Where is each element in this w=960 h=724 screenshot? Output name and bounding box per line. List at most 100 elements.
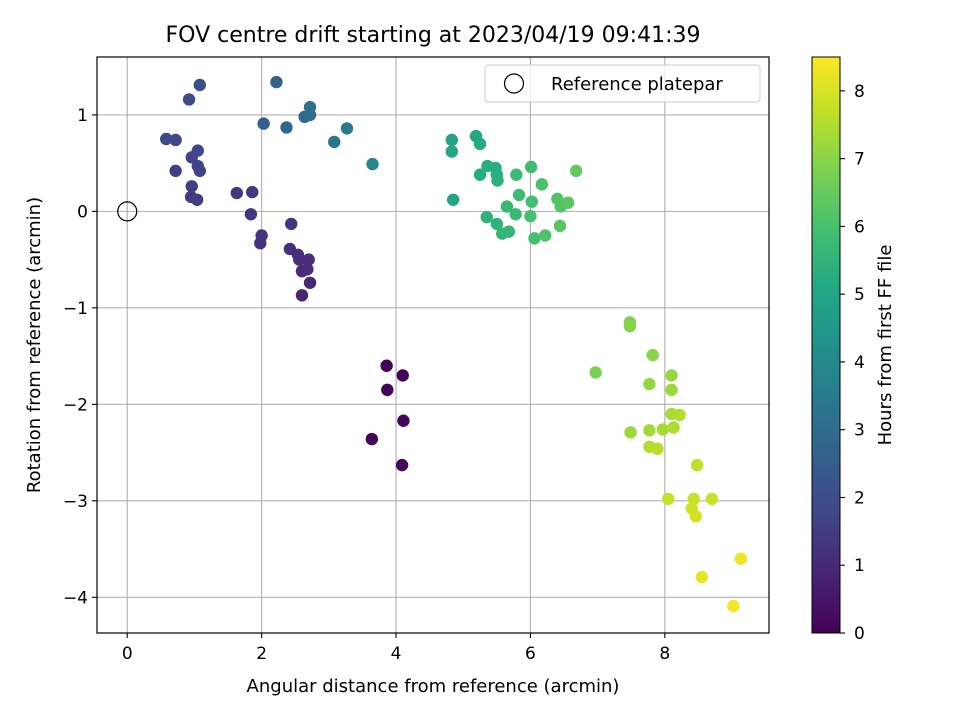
data-point (396, 369, 409, 382)
data-point (185, 180, 198, 193)
data-point (285, 217, 298, 231)
colorbar-tick-label: 1 (854, 556, 865, 576)
data-point (665, 383, 678, 397)
data-point (280, 121, 293, 134)
data-point (381, 383, 394, 397)
data-point (302, 253, 315, 266)
data-point (301, 263, 314, 276)
data-point (502, 225, 516, 238)
x-axis-label: Angular distance from reference (arcmin) (247, 676, 620, 697)
y-tick-label: −4 (63, 588, 88, 608)
data-point (535, 178, 549, 191)
data-point (490, 217, 504, 231)
data-point (643, 424, 656, 437)
data-point (510, 168, 523, 181)
y-tick-label: −2 (63, 395, 88, 415)
data-point (365, 432, 379, 446)
data-point (528, 232, 541, 245)
colorbar-gradient (811, 56, 841, 634)
data-point (539, 229, 552, 242)
colorbar-tick-label: 0 (854, 624, 865, 644)
x-tick-label: 4 (391, 644, 402, 664)
data-point (690, 458, 704, 472)
colorbar-tick-label: 4 (854, 353, 865, 373)
data-point (191, 159, 204, 173)
data-point (623, 319, 637, 333)
data-point (270, 75, 283, 89)
grid-lines (97, 57, 769, 633)
data-point (446, 193, 460, 206)
x-tick-label: 0 (122, 644, 133, 664)
plot-area-frame (96, 56, 770, 634)
data-point (182, 93, 196, 106)
data-point (689, 510, 702, 523)
data-point (169, 164, 182, 178)
colorbar-tick-label: 7 (854, 150, 865, 170)
chart-title: FOV centre drift starting at 2023/04/19 … (166, 23, 701, 48)
colorbar-tick-label: 5 (854, 285, 865, 305)
data-point (509, 208, 522, 221)
data-point (445, 145, 459, 158)
data-point (480, 210, 493, 224)
colorbar-ticks: 0 1 2 3 4 5 6 7 8 (840, 82, 865, 644)
data-point (473, 168, 487, 181)
data-point (589, 366, 602, 379)
data-point (512, 188, 526, 202)
colorbar-tick-label: 3 (854, 421, 865, 441)
data-point (687, 492, 700, 506)
data-point (169, 133, 182, 147)
data-point (643, 377, 656, 391)
data-point (695, 570, 708, 584)
colorbar-tick-label: 8 (854, 82, 865, 102)
data-point (255, 229, 268, 242)
data-point (230, 186, 243, 200)
data-point (380, 359, 393, 372)
data-point (656, 423, 670, 436)
data-point (553, 219, 567, 233)
data-point (160, 132, 173, 146)
data-point (665, 369, 678, 382)
data-point (705, 492, 719, 506)
data-point (491, 174, 504, 187)
x-tick-label: 6 (525, 644, 536, 664)
data-point (257, 117, 270, 130)
legend-entry-reference-platepar: Reference platepar (551, 74, 723, 95)
colorbar-tick-label: 2 (854, 488, 865, 508)
x-tick-label: 8 (659, 644, 670, 664)
y-tick-label: 1 (77, 106, 88, 126)
legend: Reference platepar (484, 64, 761, 103)
data-point (525, 195, 538, 208)
data-point (651, 442, 664, 455)
data-point (524, 160, 538, 174)
colorbar-tick-label: 6 (854, 217, 865, 237)
data-point (193, 78, 207, 92)
data-point (295, 289, 309, 302)
data-point (340, 122, 354, 135)
data-point (500, 200, 514, 213)
y-axis-label: Rotation from reference (arcmin) (24, 197, 45, 493)
y-tick-label: 0 (77, 202, 88, 222)
data-point (303, 276, 317, 289)
colorbar-label: Hours from first FF file (875, 245, 896, 446)
data-point (246, 185, 259, 199)
data-point (673, 408, 686, 422)
data-point (244, 208, 258, 221)
data-point (662, 492, 675, 506)
data-point (667, 421, 680, 434)
data-point (473, 137, 487, 151)
data-point (624, 426, 637, 439)
colorbar: 0 1 2 3 4 5 6 7 8 Hours from first FF file (811, 56, 896, 644)
data-point (397, 414, 410, 427)
y-tick-label: −3 (63, 492, 88, 512)
data-point (734, 552, 747, 565)
data-point (303, 100, 317, 114)
legend-box (484, 64, 761, 103)
data-point (524, 209, 537, 223)
data-points (117, 75, 747, 613)
legend-marker-reference-platepar (503, 73, 525, 94)
y-tick-label: −1 (63, 299, 88, 319)
data-point (366, 157, 379, 171)
data-point (569, 164, 583, 178)
